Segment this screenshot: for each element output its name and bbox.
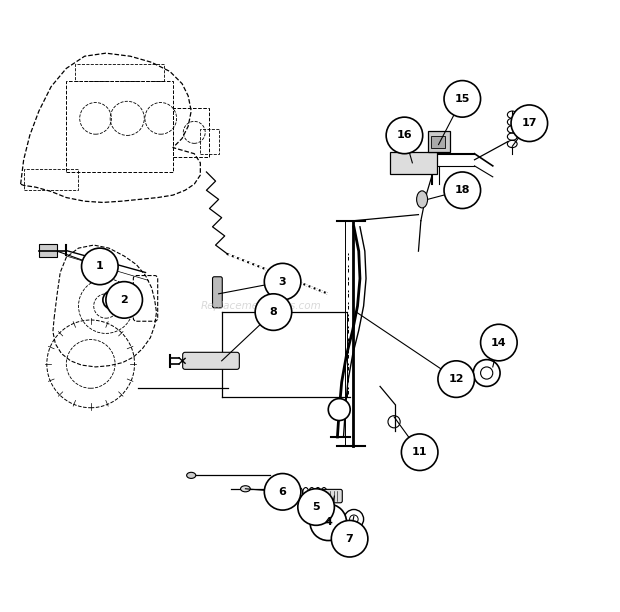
Circle shape: [444, 81, 480, 117]
FancyBboxPatch shape: [213, 277, 223, 308]
Text: 6: 6: [278, 487, 286, 497]
Circle shape: [264, 263, 301, 300]
Circle shape: [106, 282, 143, 318]
Text: 17: 17: [521, 118, 537, 129]
Circle shape: [480, 324, 517, 361]
Text: 1: 1: [96, 261, 104, 271]
Circle shape: [82, 248, 118, 285]
FancyBboxPatch shape: [428, 131, 450, 152]
Ellipse shape: [187, 472, 196, 479]
FancyBboxPatch shape: [432, 136, 445, 148]
Circle shape: [255, 294, 292, 330]
Text: 8: 8: [270, 307, 277, 317]
Circle shape: [438, 361, 474, 397]
Text: ReplacementParts.com: ReplacementParts.com: [201, 301, 322, 311]
Ellipse shape: [241, 486, 250, 492]
Text: 15: 15: [454, 94, 470, 104]
Text: 18: 18: [454, 185, 470, 195]
Text: 2: 2: [120, 295, 128, 305]
Ellipse shape: [417, 191, 428, 208]
Circle shape: [401, 434, 438, 471]
FancyBboxPatch shape: [39, 244, 57, 257]
Text: 14: 14: [491, 338, 507, 348]
Text: 12: 12: [448, 374, 464, 384]
Text: 11: 11: [412, 447, 427, 457]
Circle shape: [444, 172, 480, 209]
Circle shape: [511, 105, 547, 141]
Text: 7: 7: [346, 534, 353, 543]
FancyBboxPatch shape: [391, 152, 436, 174]
Circle shape: [331, 520, 368, 557]
Circle shape: [264, 474, 301, 510]
FancyBboxPatch shape: [319, 490, 342, 503]
Text: 16: 16: [397, 130, 412, 140]
Text: 3: 3: [279, 277, 286, 286]
Circle shape: [386, 117, 423, 154]
Text: 5: 5: [312, 502, 320, 512]
Text: 4: 4: [324, 517, 332, 528]
Circle shape: [310, 504, 347, 540]
Circle shape: [298, 489, 334, 525]
FancyBboxPatch shape: [183, 353, 239, 370]
Circle shape: [328, 398, 350, 420]
